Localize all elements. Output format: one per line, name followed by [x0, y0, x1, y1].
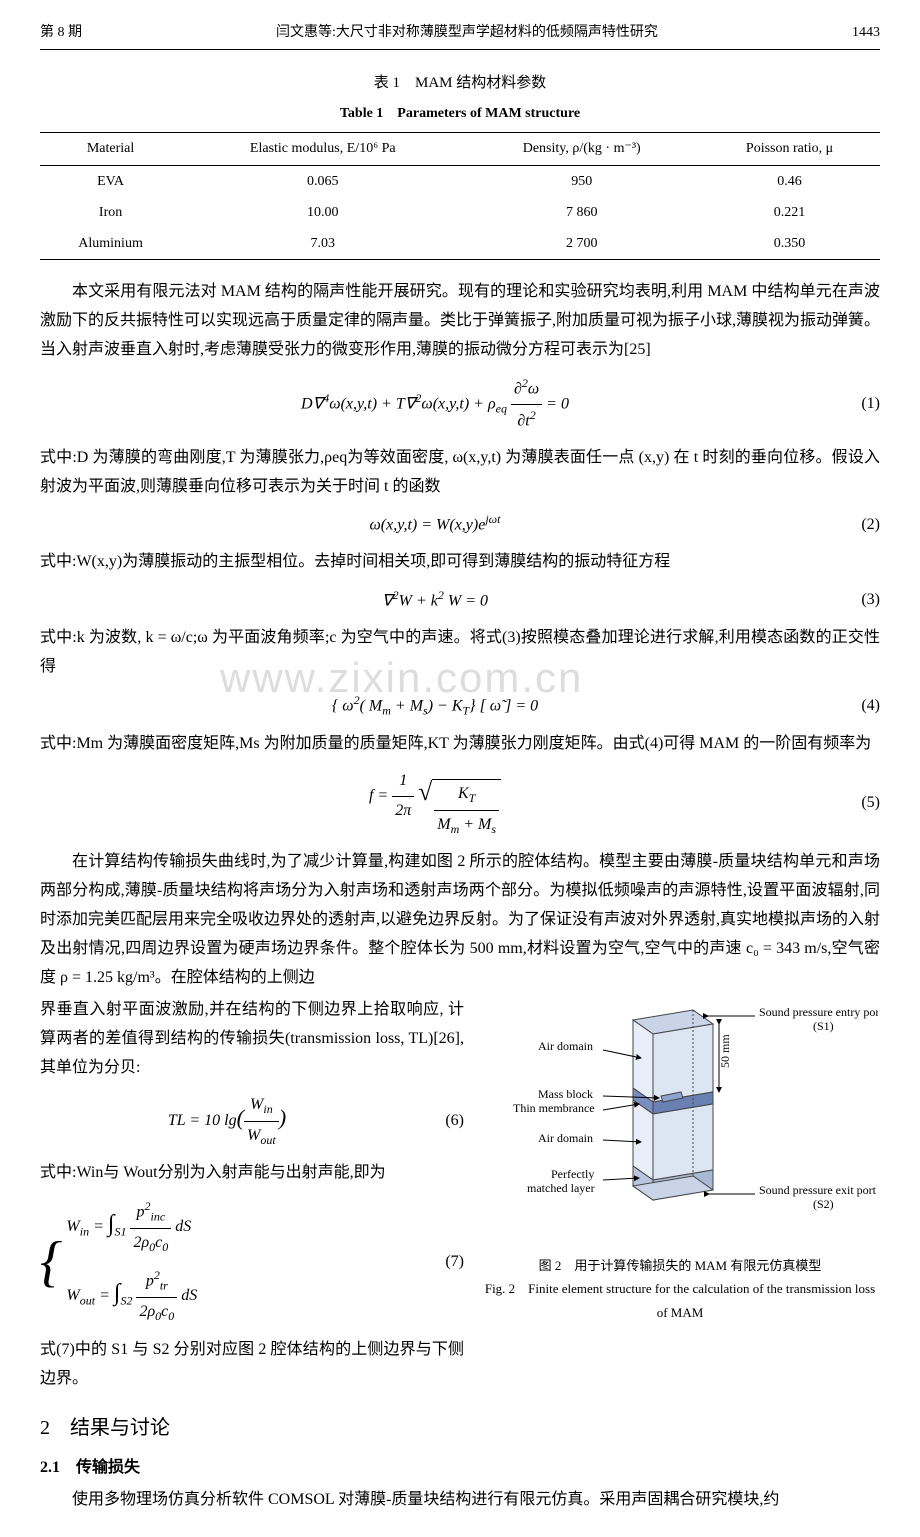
fig2-label-air2: Air domain [538, 1131, 593, 1145]
fig2-label-entry: Sound pressure entry port [759, 1005, 878, 1019]
fig2-label-membrane: Thin membrance [513, 1101, 595, 1115]
table-row: Aluminium 7.03 2 700 0.350 [40, 228, 880, 260]
paragraph-3: 式中:W(x,y)为薄膜振动的主振型相位。去掉时间相关项,即可得到薄膜结构的振动… [40, 548, 880, 577]
table1-caption-cn: 表 1 MAM 结构材料参数 [40, 70, 880, 97]
fig2-label-dim: 50 mm [718, 1034, 732, 1068]
eq3-num: (3) [830, 586, 880, 615]
fig2-caption-en: Fig. 2 Finite element structure for the … [480, 1277, 880, 1324]
fig2-label-mass: Mass block [538, 1087, 593, 1101]
table1-col0: Material [40, 133, 181, 165]
table1-col1: Elastic modulus, E/10⁶ Pa [181, 133, 464, 165]
equation-1: D∇4ω(x,y,t) + T∇2ω(x,y,t) + ρeq ∂2ω∂t2 =… [40, 373, 880, 436]
fig2-label-pml-2: matched layer [527, 1181, 595, 1195]
svg-text:(S2): (S2) [813, 1197, 834, 1211]
eq4-num: (4) [830, 692, 880, 721]
table1-col3: Poisson ratio, μ [699, 133, 880, 165]
eq7-num: (7) [414, 1248, 464, 1277]
table1: Material Elastic modulus, E/10⁶ Pa Densi… [40, 132, 880, 260]
eq2-num: (2) [830, 511, 880, 540]
table1-col2: Density, ρ/(kg · m⁻³) [464, 133, 699, 165]
eq6-num: (6) [414, 1107, 464, 1136]
table-row: Iron 10.00 7 860 0.221 [40, 197, 880, 228]
header-title: 闫文惠等:大尺寸非对称薄膜型声学超材料的低频隔声特性研究 [276, 20, 658, 45]
equation-2: ω(x,y,t) = W(x,y)ejωt (2) [40, 509, 880, 540]
svg-text:(S1): (S1) [813, 1019, 834, 1033]
table1-caption-en: Table 1 Parameters of MAM structure [40, 101, 880, 126]
fig2-svg: Sound pressure entry port (S1) Air domai… [483, 1002, 878, 1242]
equation-7: { Win = ∫S1 p2inc2ρ0c0 dS Wout = ∫S2 p2t… [40, 1196, 464, 1328]
equation-5: f = 12π √KTMm + Ms (5) [40, 767, 880, 841]
figure-2: Sound pressure entry port (S1) Air domai… [480, 994, 880, 1395]
eq1-num: (1) [830, 390, 880, 419]
fig2-caption-cn: 图 2 用于计算传输损失的 MAM 有限元仿真模型 [480, 1254, 880, 1277]
table1-header-row: Material Elastic modulus, E/10⁶ Pa Densi… [40, 133, 880, 165]
paragraph-6: 在计算结构传输损失曲线时,为了减少计算量,构建如图 2 所示的腔体结构。模型主要… [40, 848, 880, 992]
fig2-label-exit: Sound pressure exit port [759, 1183, 877, 1197]
paragraph-7a: 界垂直入射平面波激励,并在结构的下侧边界上拾取响应, 计算两者的差值得到结构的传… [40, 996, 464, 1082]
paragraph-7b: 式中:Win与 Wout分别为入射声能与出射声能,即为 [40, 1159, 464, 1188]
paragraph-1: 本文采用有限元法对 MAM 结构的隔声性能开展研究。现有的理论和实验研究均表明,… [40, 278, 880, 364]
eq5-num: (5) [830, 789, 880, 818]
issue-label: 第 8 期 [40, 20, 82, 45]
paragraph-2: 式中:D 为薄膜的弯曲刚度,T 为薄膜张力,ρeq为等效面密度, ω(x,y,t… [40, 444, 880, 502]
section-2-heading: 2 结果与讨论 [40, 1410, 880, 1446]
page-header: 第 8 期 闫文惠等:大尺寸非对称薄膜型声学超材料的低频隔声特性研究 1443 [40, 20, 880, 50]
paragraph-8: 式(7)中的 S1 与 S2 分别对应图 2 腔体结构的上侧边界与下侧边界。 [40, 1336, 464, 1394]
paragraph-9: 使用多物理场仿真分析软件 COMSOL 对薄膜-质量块结构进行有限元仿真。采用声… [40, 1486, 880, 1515]
page-number: 1443 [852, 20, 880, 45]
equation-6: TL = 10 lg(WinWout) (6) [40, 1091, 464, 1152]
fig2-label-air1: Air domain [538, 1039, 593, 1053]
equation-4: { ω2( Mm + Ms) − KT} [ ω̃ ] = 0 (4) [40, 690, 880, 722]
paragraph-4: 式中:k 为波数, k = ω/c;ω 为平面波角频率;c 为空气中的声速。将式… [40, 624, 880, 682]
paragraph-5: 式中:Mm 为薄膜面密度矩阵,Ms 为附加质量的质量矩阵,KT 为薄膜张力刚度矩… [40, 730, 880, 759]
fig2-label-pml-1: Perfectly [551, 1167, 594, 1181]
table-row: EVA 0.065 950 0.46 [40, 165, 880, 197]
equation-3: ∇2W + k2 W = 0 (3) [40, 585, 880, 616]
section-2-1-heading: 2.1 传输损失 [40, 1454, 880, 1483]
